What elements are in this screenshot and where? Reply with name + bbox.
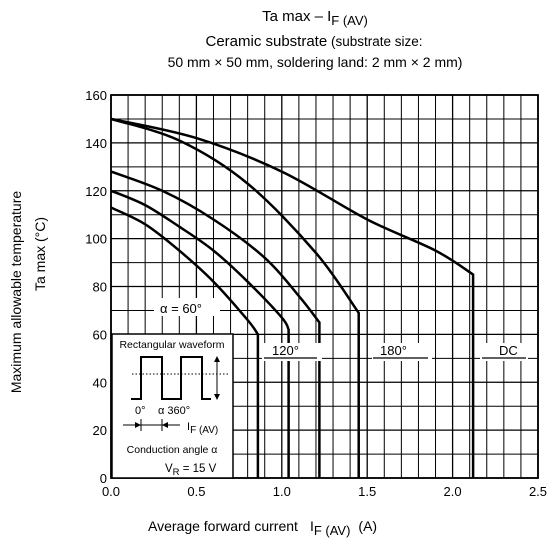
chart-subtitle-substrate: Ceramic substrate	[205, 33, 327, 50]
x-axis-label-sub: F (AV)	[314, 523, 351, 538]
x-axis-label: Average forward current IF (AV) (A)	[148, 518, 377, 538]
alpha-arrow-left-icon	[162, 422, 168, 428]
series-line	[110, 117, 360, 478]
chart-subtitle-size: (substrate size:	[327, 34, 422, 49]
waveform-inset: Rectangular waveform 0° α 360° IF (AV) C…	[111, 333, 234, 479]
y-tick-label: 120	[85, 184, 107, 199]
y-axis-label-line2: Ta max (°C)	[32, 217, 48, 291]
curve-label-120: 120°	[272, 343, 299, 358]
x-axis-label-text: Average forward current	[148, 518, 298, 534]
curves	[110, 117, 475, 478]
inset-vr-symbol: V	[165, 463, 173, 475]
inset-alpha-360: α 360°	[158, 405, 190, 417]
x-tick-label: 2.0	[444, 484, 462, 499]
chart-title-sub: F (AV)	[331, 13, 368, 28]
curve-label-dc: DC	[499, 343, 518, 358]
inset-box	[111, 333, 234, 479]
y-tick-label: 80	[93, 280, 107, 295]
plot-frame	[110, 94, 539, 479]
x-tick-label: 1.5	[358, 484, 376, 499]
chart-title-main: Ta max – I	[262, 8, 331, 25]
inset-vr-value: = 15 V	[180, 463, 217, 475]
x-tick-label: 0.0	[102, 484, 120, 499]
inset-vr-sub: R	[173, 467, 180, 478]
y-tick-label: 60	[93, 327, 107, 342]
inset-title: Rectangular waveform	[119, 339, 224, 351]
inset-if-symbol: I	[187, 421, 190, 433]
curve-label-alpha60: α = 60°	[160, 301, 202, 316]
y-tick-label: 40	[93, 375, 107, 390]
chart-subtitle-line3: 50 mm × 50 mm, soldering land: 2 mm × 2 …	[168, 54, 463, 70]
if-arrow-up-icon	[214, 356, 220, 362]
square-waveform	[131, 356, 211, 400]
chart-title: Ta max – IF (AV)	[262, 8, 368, 28]
x-tick-label: 1.0	[273, 484, 291, 499]
inset-if-sub: F (AV)	[190, 425, 218, 436]
y-tick-label: 20	[93, 423, 107, 438]
x-axis-label-symbol: I	[310, 518, 314, 534]
x-tick-label: 2.5	[529, 484, 547, 499]
x-tick-label: 0.5	[187, 484, 205, 499]
y-tick-label: 160	[85, 88, 107, 103]
label-120-bg	[262, 343, 322, 361]
y-tick-label: 100	[85, 232, 107, 247]
series-line	[110, 117, 475, 478]
alpha-arrow-right-icon	[135, 422, 141, 428]
y-axis-label-line1: Maximum allowable temperature	[8, 191, 24, 394]
curve-label-180: 180°	[380, 343, 407, 358]
y-tick-label: 140	[85, 136, 107, 151]
chart-subtitle-line2: Ceramic substrate (substrate size:	[205, 33, 422, 50]
label-180-bg	[372, 343, 432, 361]
tick-labels: 0 20 40 60 80 100 120 140 160 0.0 0.5 1.0 1.5 2.0 2.5	[85, 88, 547, 499]
x-axis-label-unit: (A)	[358, 518, 377, 534]
inset-conduction-angle: Conduction angle α	[127, 444, 218, 456]
inset-zero-degree: 0°	[135, 405, 146, 417]
series-line	[110, 170, 321, 478]
series-line	[110, 206, 260, 478]
alpha60-label-bg	[154, 298, 220, 316]
series-line	[110, 189, 290, 478]
y-tick-label: 0	[100, 471, 107, 486]
label-dc-bg	[480, 343, 528, 361]
grid	[110, 94, 539, 479]
inset-vr: VR = 15 V	[165, 463, 217, 478]
inset-if-label: IF (AV)	[187, 421, 218, 436]
if-arrow-down-icon	[214, 394, 220, 400]
